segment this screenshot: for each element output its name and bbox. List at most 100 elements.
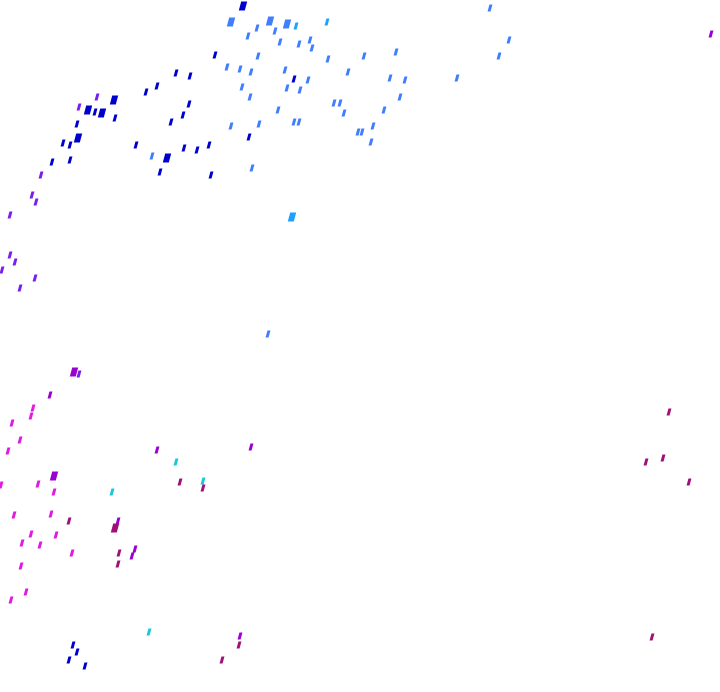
color-mark [17,284,23,292]
color-mark [18,562,24,570]
color-mark [224,63,230,71]
color-mark [38,171,44,179]
color-mark [76,103,82,111]
color-mark [248,443,254,451]
color-mark [53,531,59,539]
color-mark [180,111,186,119]
color-mark [200,477,206,485]
color-mark [293,22,299,30]
color-mark [7,251,13,259]
color-mark [660,454,666,462]
color-mark [37,541,43,549]
color-mark [246,133,252,141]
color-mark [19,539,25,547]
color-mark [49,158,55,166]
color-mark [239,83,245,91]
color-mark [643,458,649,466]
color-mark [49,471,59,481]
color-mark [83,105,93,115]
color-mark [146,628,152,636]
color-mark [291,75,297,83]
color-mark [296,118,302,126]
color-mark [368,138,374,146]
color-mark [341,109,347,117]
color-mark [28,530,34,538]
color-mark [256,120,262,128]
color-mark [17,436,23,444]
color-mark [272,27,278,35]
color-mark [275,106,281,114]
color-mark [324,18,330,26]
color-mark [51,488,57,496]
color-mark [162,153,172,163]
color-mark [238,1,248,11]
color-mark [173,458,179,466]
color-mark [149,152,155,160]
color-mark [361,52,367,60]
color-mark [187,72,193,80]
color-mark [168,118,174,126]
color-mark [297,86,303,94]
color-mark [5,447,11,455]
color-mark [265,330,271,338]
color-mark [387,74,393,82]
color-mark [236,641,242,649]
color-mark [287,212,297,222]
color-mark [82,662,88,670]
color-mark [237,632,243,640]
color-mark [666,408,672,416]
color-mark [282,66,288,74]
color-mark [228,122,234,130]
color-mark [109,488,115,496]
color-mark [282,19,292,29]
color-mark [186,100,192,108]
color-mark [245,32,251,40]
color-mark [506,36,512,44]
color-mark [337,99,343,107]
color-mark [359,128,365,136]
color-mark [32,274,38,282]
color-mark [0,481,4,489]
color-mark [94,93,100,101]
color-mark [60,139,66,147]
color-mark [92,108,98,116]
color-mark [296,40,302,48]
color-mark [265,16,275,26]
color-mark [177,478,183,486]
color-mark [284,84,290,92]
color-mark [74,120,80,128]
color-mark [307,36,313,44]
color-mark [355,128,361,136]
color-mark [157,168,163,176]
color-mark [116,549,122,557]
color-mark [454,74,460,82]
color-mark [109,95,119,105]
color-mark [73,133,83,143]
color-mark [381,106,387,114]
color-mark [132,545,138,553]
color-mark [33,198,39,206]
color-mark [277,38,283,46]
color-mark [397,93,403,101]
color-mark [97,108,107,118]
color-mark [69,549,75,557]
color-mark [12,258,18,266]
color-mark [67,156,73,164]
color-mark [402,76,408,84]
color-mark [219,656,225,664]
color-mark [30,404,36,412]
color-mark [66,656,72,664]
color-mark [212,51,218,59]
color-mark [66,517,72,525]
color-mark [370,122,376,130]
color-mark [35,480,41,488]
color-mark [649,633,655,641]
color-mark [112,114,118,122]
color-mark [29,191,35,199]
color-mark [69,367,79,377]
color-mark [686,478,692,486]
color-mark [23,588,29,596]
color-mark [154,82,160,90]
color-mark [115,560,121,568]
